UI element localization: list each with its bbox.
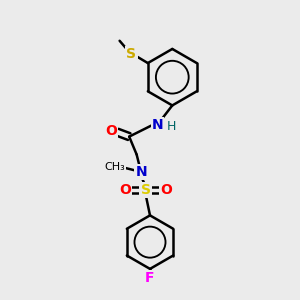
Text: CH₃: CH₃: [104, 162, 125, 172]
Text: O: O: [105, 124, 117, 138]
Text: H: H: [167, 120, 176, 133]
Text: N: N: [135, 165, 147, 179]
Text: S: S: [127, 47, 136, 61]
Text: O: O: [119, 183, 131, 197]
Text: O: O: [160, 183, 172, 197]
Text: N: N: [152, 118, 163, 132]
Text: F: F: [145, 272, 155, 285]
Text: S: S: [140, 183, 151, 197]
